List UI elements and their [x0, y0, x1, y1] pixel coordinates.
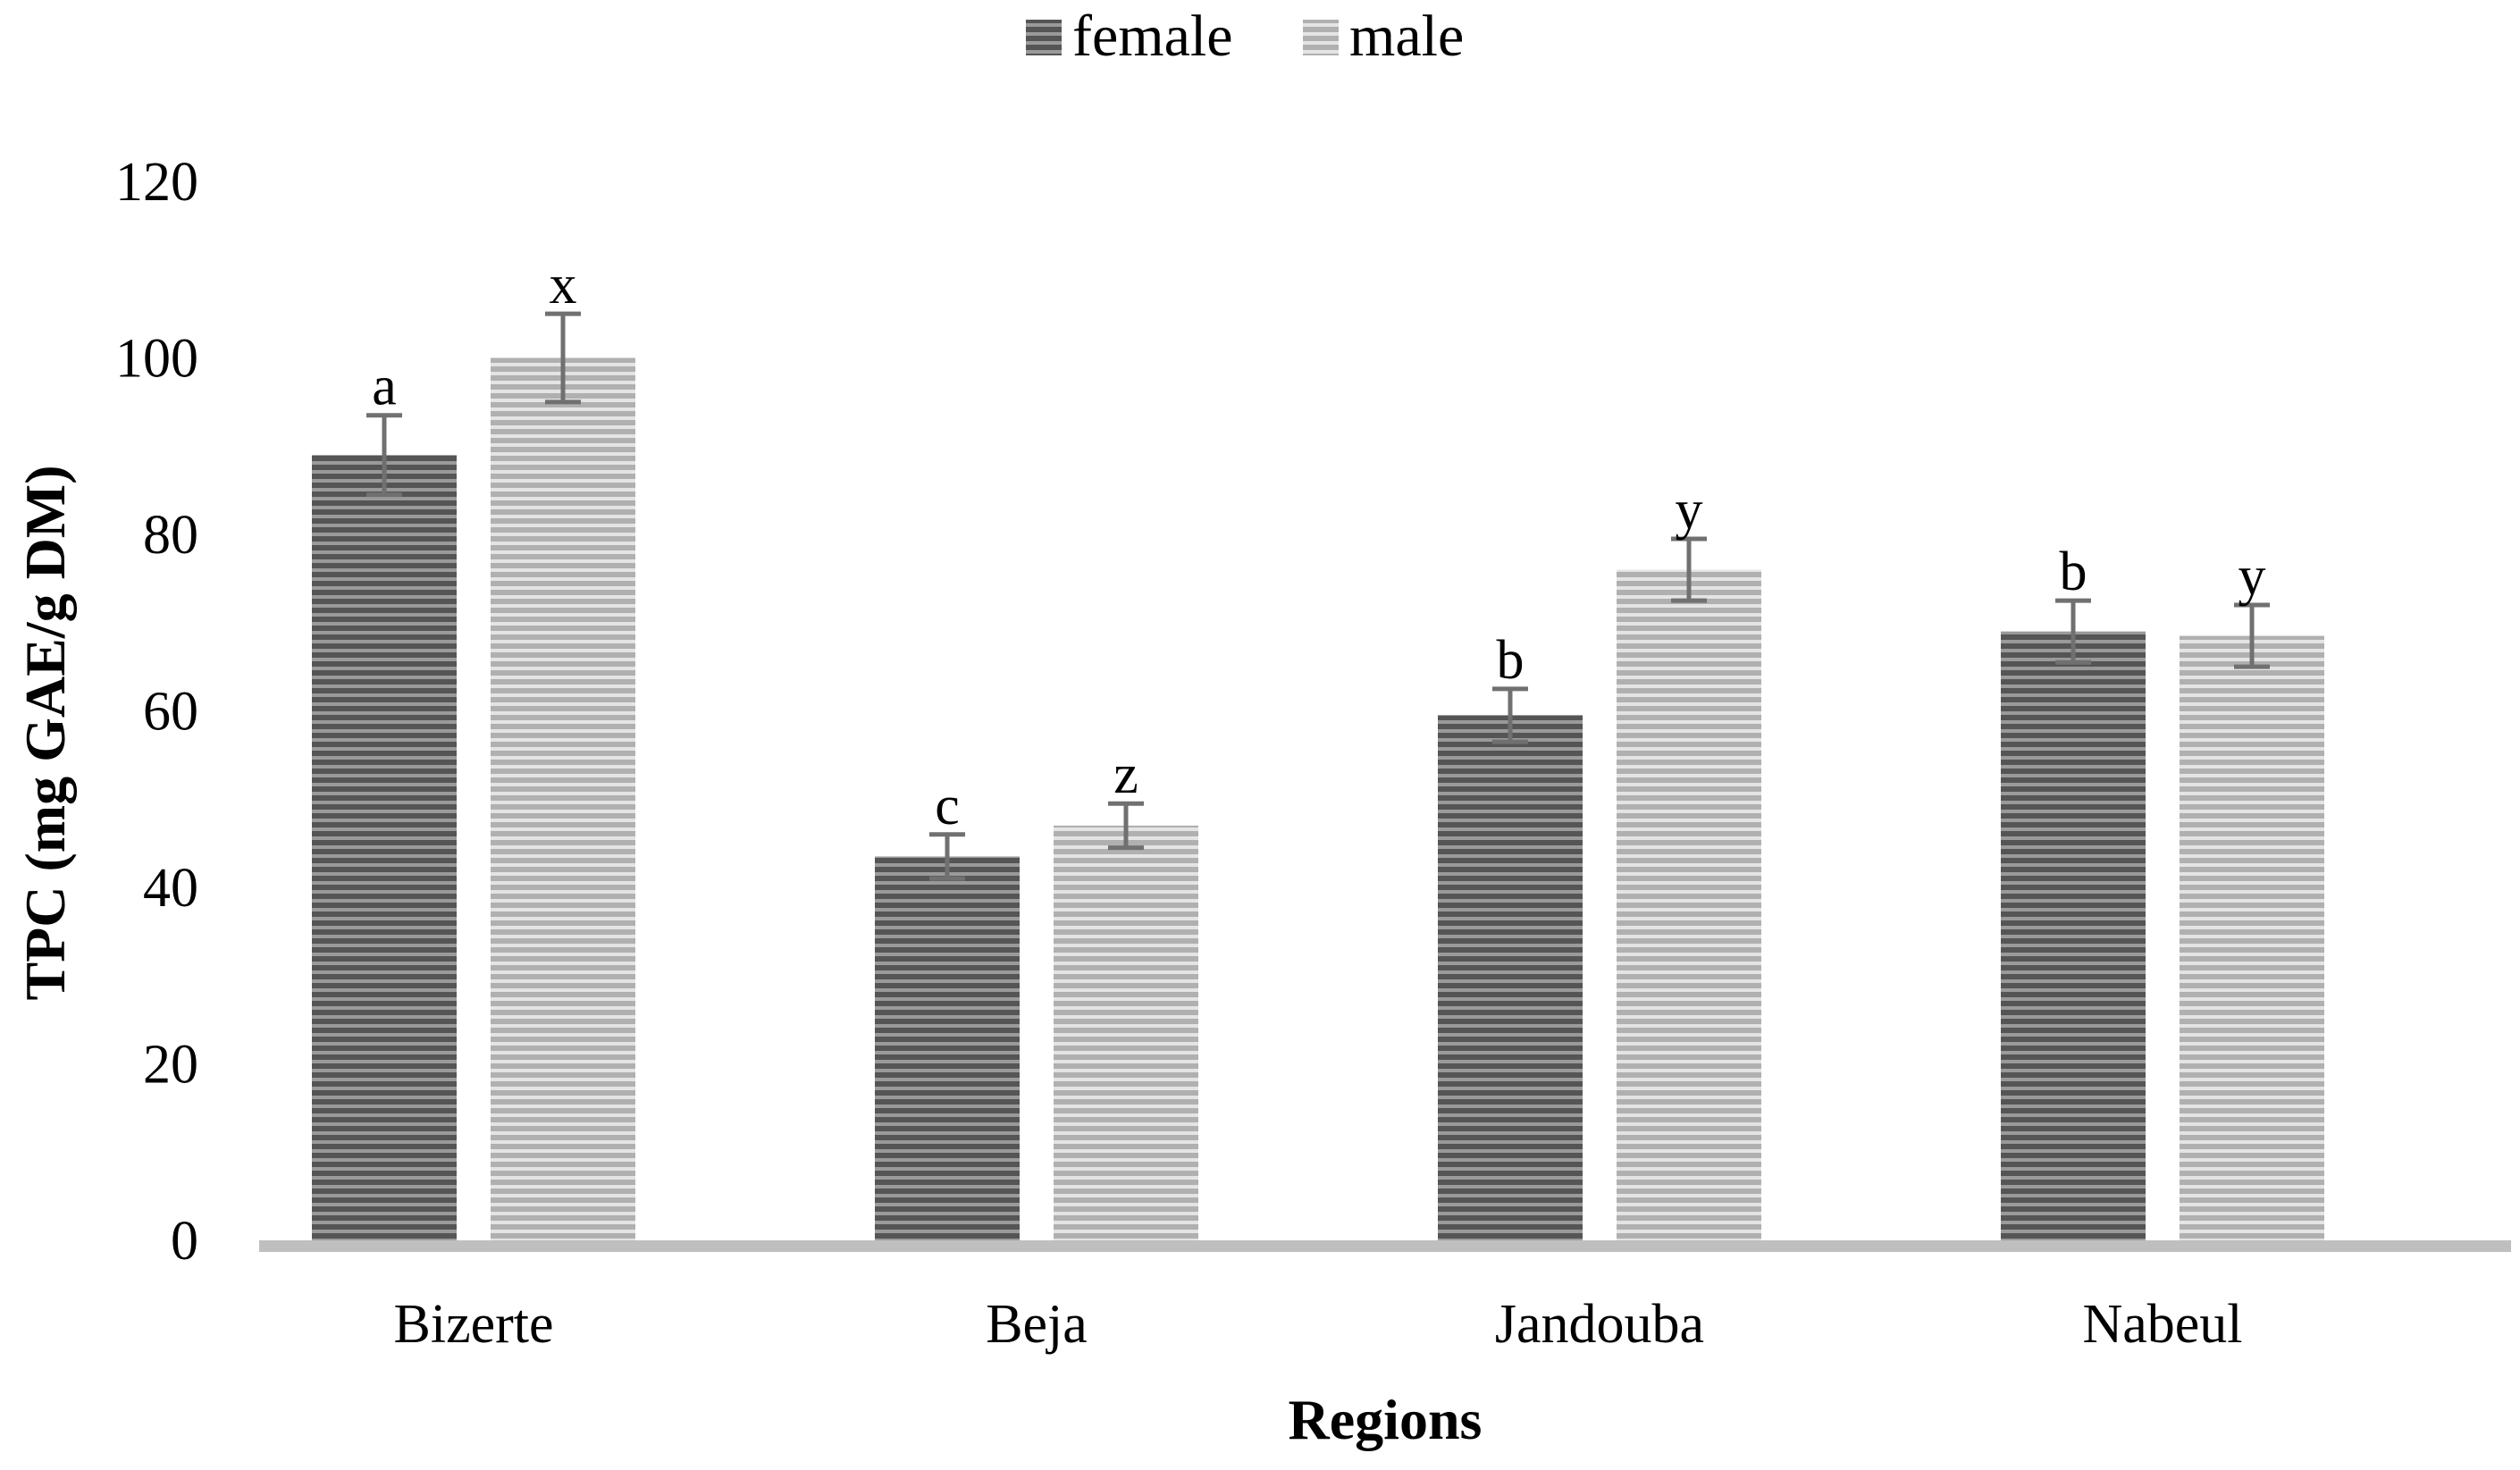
- significance-letter-male-Bizerte: x: [550, 255, 577, 315]
- error-bar-female-Beja: [929, 832, 965, 881]
- y-tick-label-20: 20: [143, 1035, 198, 1096]
- x-axis-title: Regions: [1289, 1388, 1483, 1451]
- error-bar-female-Nabeul: [2055, 598, 2091, 665]
- error-bar-female-Jandouba: [1492, 686, 1528, 744]
- y-axis: 0 20 40 60 80 100 120: [115, 152, 198, 1272]
- significance-letter-male-Beja: z: [1113, 744, 1138, 805]
- error-bar-male-Beja: [1108, 801, 1144, 851]
- significance-letters: a x c z b y b y: [372, 255, 2265, 836]
- legend: female male: [1026, 4, 1464, 69]
- error-bar-female-Bizerte: [366, 413, 402, 498]
- significance-letter-male-Nabeul: y: [2239, 546, 2266, 607]
- x-axis: Bizerte Beja Jandouba Nabeul: [259, 1240, 2511, 1355]
- bar-male-Beja: [1054, 825, 1198, 1240]
- y-tick-label-60: 60: [143, 682, 198, 743]
- x-tick-label-Nabeul: Nabeul: [2082, 1294, 2242, 1355]
- bar-female-Jandouba: [1438, 715, 1583, 1240]
- y-axis-title: TPC (mg GAE/g DM): [13, 465, 77, 1000]
- legend-item-male: male: [1303, 4, 1464, 69]
- legend-label-male: male: [1349, 4, 1464, 69]
- bar-female-Nabeul: [2001, 631, 2146, 1240]
- significance-letter-female-Nabeul: b: [2060, 542, 2087, 602]
- legend-swatch-female: [1026, 20, 1062, 55]
- x-tick-label-Beja: Beja: [986, 1294, 1088, 1355]
- x-tick-label-Jandouba: Jandouba: [1495, 1294, 1704, 1355]
- legend-label-female: female: [1072, 4, 1233, 69]
- error-bar-male-Nabeul: [2234, 602, 2270, 669]
- y-tick-label-0: 0: [171, 1211, 198, 1272]
- error-bar-male-Jandouba: [1671, 536, 1707, 603]
- y-tick-label-40: 40: [143, 858, 198, 919]
- legend-swatch-male: [1303, 20, 1339, 55]
- y-tick-label-100: 100: [115, 329, 198, 390]
- bars: [312, 357, 2324, 1240]
- significance-letter-female-Jandouba: b: [1497, 630, 1525, 691]
- y-tick-label-120: 120: [115, 152, 198, 213]
- significance-letter-female-Bizerte: a: [372, 357, 397, 417]
- error-bar-male-Bizerte: [545, 311, 581, 405]
- y-tick-label-80: 80: [143, 505, 198, 566]
- bar-male-Nabeul: [2180, 635, 2324, 1240]
- bar-male-Jandouba: [1617, 569, 1761, 1240]
- x-tick-label-Bizerte: Bizerte: [393, 1294, 553, 1355]
- legend-item-female: female: [1026, 4, 1233, 69]
- significance-letter-male-Jandouba: y: [1676, 480, 1703, 541]
- x-axis-line: [259, 1240, 2511, 1252]
- bar-female-Beja: [875, 856, 1020, 1240]
- bar-male-Bizerte: [491, 357, 635, 1240]
- significance-letter-female-Beja: c: [935, 776, 960, 836]
- error-bars: [366, 311, 2270, 881]
- bar-female-Bizerte: [312, 455, 457, 1240]
